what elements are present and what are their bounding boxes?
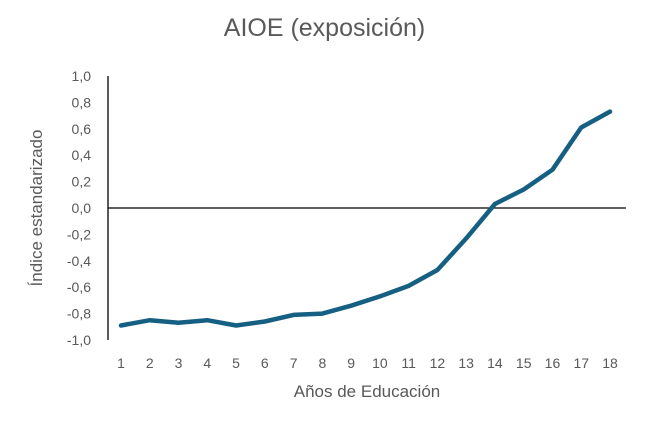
y-tick-label: -0,8 <box>67 306 91 322</box>
x-tick-label: 15 <box>516 355 532 371</box>
x-tick-label: 7 <box>290 355 298 371</box>
x-tick-label: 18 <box>602 355 618 371</box>
y-tick-label: -1,0 <box>67 332 91 348</box>
x-axis-label: Años de Educación <box>293 382 441 401</box>
x-tick-label: 3 <box>175 355 183 371</box>
series-group <box>118 109 613 328</box>
x-tick-label: 12 <box>430 355 446 371</box>
x-tick-label: 10 <box>372 355 388 371</box>
x-tick-label: 4 <box>203 355 211 371</box>
y-tick-label: 0,2 <box>72 174 92 190</box>
x-tick-label: 5 <box>232 355 240 371</box>
x-tick-label: 17 <box>573 355 589 371</box>
y-tick-label: 0,4 <box>72 147 92 163</box>
y-tick-label: 0,0 <box>72 200 92 216</box>
y-tick-label: 0,6 <box>72 121 92 137</box>
x-tick-label: 13 <box>458 355 474 371</box>
x-tick-label: 9 <box>347 355 355 371</box>
chart-title: AIOE (exposición) <box>223 14 426 42</box>
x-tick-label: 1 <box>117 355 125 371</box>
y-tick-label: -0,6 <box>67 279 91 295</box>
y-tick-label: -0,4 <box>67 253 91 269</box>
x-axis-ticks: 1 2 3 4 5 6 7 8 9 10 11 12 13 14 15 16 17 18 <box>117 355 618 371</box>
x-tick-label: 14 <box>487 355 503 371</box>
x-tick-label: 6 <box>261 355 269 371</box>
y-axis-label: Índice estandarizado <box>27 129 46 287</box>
y-tick-label: 0,8 <box>72 94 92 110</box>
y-tick-label: 1,0 <box>72 68 92 84</box>
x-tick-label: 2 <box>146 355 154 371</box>
y-axis-ticks: -1,0 -0,8 -0,6 -0,4 -0,2 0,0 0,2 0,4 0,6 0,8 1,0 <box>67 68 91 348</box>
x-tick-label: 8 <box>318 355 326 371</box>
x-tick-label: 16 <box>545 355 561 371</box>
x-tick-label: 11 <box>401 355 416 371</box>
series-line <box>118 109 613 328</box>
y-tick-label: -0,2 <box>67 226 91 242</box>
